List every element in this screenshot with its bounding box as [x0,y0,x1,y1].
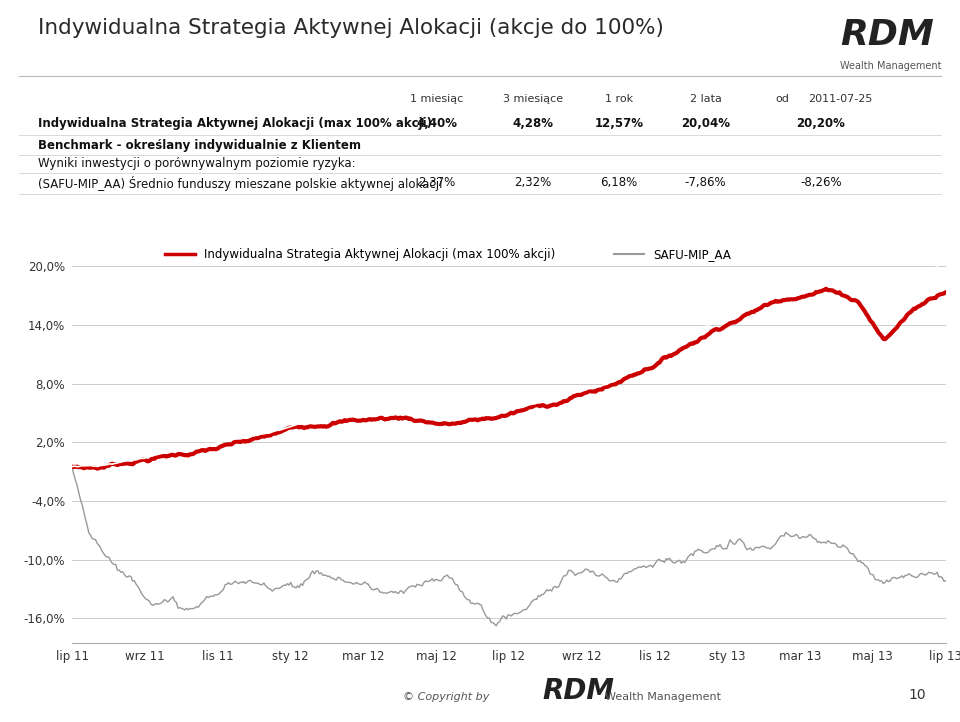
Legend: Indywidualna Strategia Aktywnej Alokacji (max 100% akcji), SAFU-MIP_AA: Indywidualna Strategia Aktywnej Alokacji… [165,248,732,261]
Text: © Copyright by: © Copyright by [403,692,490,702]
Text: Wealth Management: Wealth Management [840,61,942,71]
Text: 12,57%: 12,57% [594,117,644,130]
Text: -7,86%: -7,86% [684,176,727,189]
Text: 2 lata: 2 lata [689,94,722,104]
Text: (SAFU-MIP_AA) Średnio funduszy mieszane polskie aktywnej alokacji: (SAFU-MIP_AA) Średnio funduszy mieszane … [38,176,443,191]
Text: 20,04%: 20,04% [681,117,731,130]
Text: RDM: RDM [542,677,614,705]
Text: -8,26%: -8,26% [800,176,842,189]
Text: Wealth Management: Wealth Management [605,692,721,702]
Text: 2,37%: 2,37% [419,176,455,189]
Text: 1 rok: 1 rok [605,94,634,104]
Text: od: od [776,94,789,104]
Text: Indywidualna Strategia Aktywnej Alokacji (max 100% akcji): Indywidualna Strategia Aktywnej Alokacji… [38,117,432,130]
Text: 10: 10 [909,688,926,702]
Text: 20,20%: 20,20% [797,117,845,130]
Text: 1 miesiąc: 1 miesiąc [410,94,464,104]
Text: 2011-07-25: 2011-07-25 [807,94,873,104]
Text: Indywidualna Strategia Aktywnej Alokacji (akcje do 100%): Indywidualna Strategia Aktywnej Alokacji… [38,18,664,38]
Text: RDM: RDM [840,18,934,52]
Text: Wyniki inwestycji o porównywalnym poziomie ryzyka:: Wyniki inwestycji o porównywalnym poziom… [38,157,356,170]
Text: Benchmark - określany indywidualnie z Klientem: Benchmark - określany indywidualnie z Kl… [38,139,361,152]
Text: 6,18%: 6,18% [601,176,637,189]
Text: 4,40%: 4,40% [417,117,457,130]
Text: 3 miesiące: 3 miesiące [503,94,563,104]
Text: 2,32%: 2,32% [515,176,551,189]
Text: 4,28%: 4,28% [513,117,553,130]
